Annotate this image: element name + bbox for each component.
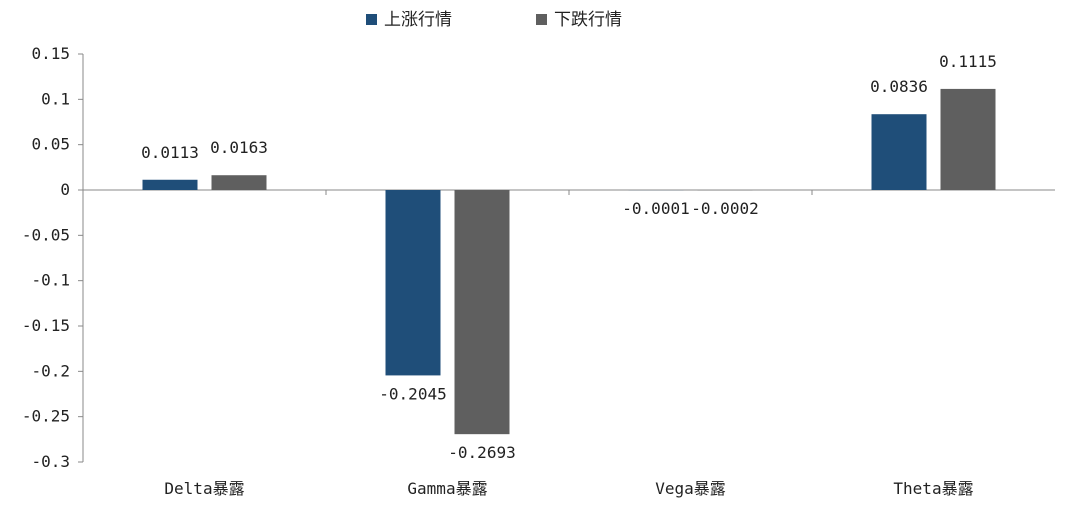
legend-swatch bbox=[366, 14, 377, 25]
data-label: 0.0113 bbox=[141, 143, 199, 162]
data-label: -0.0002 bbox=[691, 199, 758, 218]
y-tick-label: -0.05 bbox=[22, 225, 70, 244]
category-label: Vega暴露 bbox=[655, 479, 726, 498]
bar-up bbox=[142, 179, 198, 190]
y-tick-label: 0.1 bbox=[41, 89, 70, 108]
data-label: 0.1115 bbox=[939, 52, 997, 71]
legend-label: 下跌行情 bbox=[554, 10, 622, 30]
y-tick-label: -0.15 bbox=[22, 316, 70, 335]
legend-swatch bbox=[536, 14, 547, 25]
y-tick-label: -0.3 bbox=[31, 452, 70, 471]
category-label: Gamma暴露 bbox=[407, 479, 487, 498]
bar-up bbox=[871, 114, 927, 190]
y-tick-label: -0.2 bbox=[31, 361, 70, 380]
y-tick-label: 0.05 bbox=[31, 135, 70, 154]
data-label: -0.2045 bbox=[379, 384, 446, 403]
y-tick-label: 0 bbox=[60, 180, 70, 199]
data-label: -0.0001 bbox=[622, 199, 689, 218]
bar-up bbox=[385, 190, 441, 376]
data-label: 0.0836 bbox=[870, 77, 928, 96]
y-tick-label: 0.15 bbox=[31, 44, 70, 63]
category-label: Theta暴露 bbox=[893, 479, 973, 498]
bar-down bbox=[454, 190, 510, 435]
y-tick-label: -0.25 bbox=[22, 407, 70, 426]
data-label: -0.2693 bbox=[448, 443, 515, 462]
data-label: 0.0163 bbox=[210, 138, 268, 157]
legend-label: 上涨行情 bbox=[384, 10, 452, 30]
bar-down bbox=[940, 88, 996, 190]
category-label: Delta暴露 bbox=[164, 479, 244, 498]
y-tick-label: -0.1 bbox=[31, 271, 70, 290]
bar-down bbox=[211, 175, 267, 190]
